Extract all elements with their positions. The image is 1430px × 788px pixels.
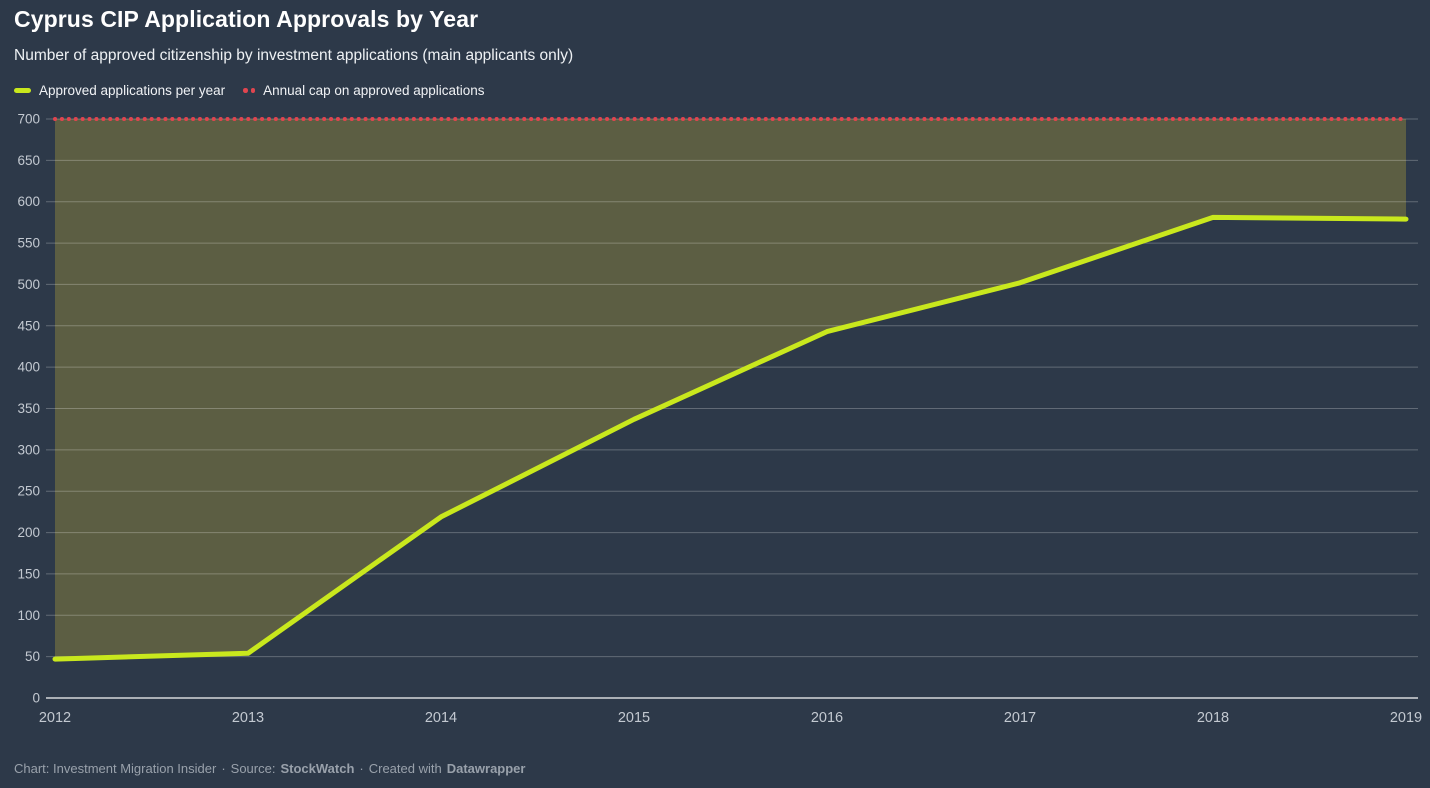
dots-swatch-icon [243,88,256,93]
footer-source: StockWatch [280,761,355,776]
x-axis-label: 2016 [811,710,843,726]
y-axis-label: 650 [17,153,40,168]
footer-created-with: Created with [368,761,442,776]
legend-item-cap: Annual cap on approved applications [243,83,485,98]
approved-line [52,214,1409,662]
y-axis-label: 600 [17,194,40,209]
line-swatch-icon [14,88,31,93]
x-axis-label: 2013 [232,710,264,726]
x-axis-label: 2017 [1004,710,1036,726]
y-axis-label: 50 [25,649,40,664]
y-axis-label: 350 [17,401,40,416]
x-axis-label: 2015 [618,710,650,726]
x-axis-label: 2012 [39,710,71,726]
footer-credit: Chart: Investment Migration Insider [14,761,217,776]
line-chart: 0 50 100 150 200 250 300 350 400 450 500 550 600 650 7… [17,112,1422,727]
y-axis-label: 300 [17,442,40,457]
y-axis-label: 450 [17,318,40,333]
y-axis-label: 100 [17,608,40,623]
legend-label-approved: Approved applications per year [39,83,226,98]
y-axis-label: 0 [32,691,40,706]
y-axis-label: 150 [17,566,40,581]
footer-source-label: Source: [230,761,276,776]
chart-subtitle: Number of approved citizenship by invest… [14,47,574,64]
y-axis-label: 250 [17,484,40,499]
footer-tool: Datawrapper [446,761,526,776]
x-axis-label: 2018 [1197,710,1229,726]
y-axis-label: 200 [17,525,40,540]
y-axis-label: 400 [17,360,40,375]
y-axis-label: 550 [17,236,40,251]
footer: Chart: Investment Migration Insider · So… [14,761,525,776]
x-axis-label: 2019 [1390,710,1422,726]
legend: Approved applications per year Annual ca… [14,83,485,98]
footer-separator: · [221,761,226,776]
y-axis-label: 500 [17,277,40,292]
chart-title: Cyprus CIP Application Approvals by Year [14,6,479,32]
x-axis-label: 2014 [425,710,457,726]
legend-item-approved: Approved applications per year [14,83,225,98]
legend-label-cap: Annual cap on approved applications [263,83,485,98]
area-fill-between-line-and-cap [55,119,1406,660]
y-axis-label: 700 [17,112,40,127]
footer-separator: · [359,761,364,776]
